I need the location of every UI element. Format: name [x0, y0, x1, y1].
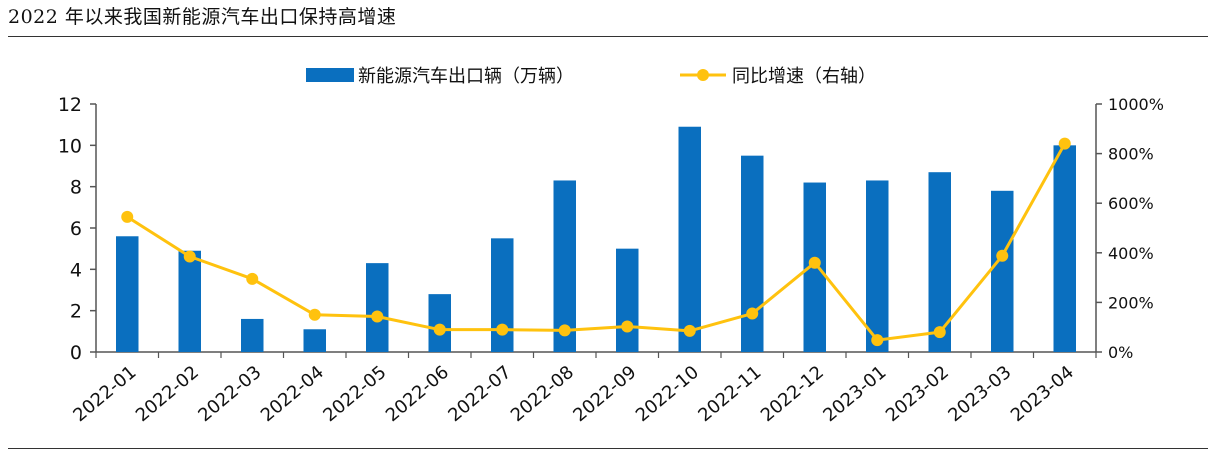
growth-point — [871, 334, 884, 347]
growth-line — [126, 142, 1067, 342]
x-tick-label: 2022-11 — [694, 362, 765, 426]
title-rule — [8, 36, 1208, 37]
growth-point — [371, 310, 384, 323]
legend-line-marker — [697, 69, 709, 81]
bar — [553, 180, 576, 352]
y-left-tick-label: 2 — [70, 301, 82, 323]
bar — [303, 329, 326, 352]
growth-point — [1058, 137, 1071, 150]
x-tick-label: 2022-05 — [319, 362, 390, 426]
x-tick-label: 2023-03 — [944, 362, 1015, 426]
growth-point — [683, 324, 696, 337]
y-left-tick-label: 0 — [70, 342, 82, 364]
x-tick-label: 2022-09 — [569, 362, 640, 426]
bar — [116, 236, 139, 352]
x-tick-label: 2022-04 — [257, 362, 328, 426]
bar — [1053, 145, 1076, 352]
bar — [928, 172, 951, 352]
y-left-tick-label: 4 — [70, 259, 82, 281]
growth-point — [933, 326, 946, 339]
bar — [178, 250, 201, 352]
bar — [866, 180, 889, 352]
growth-point — [746, 307, 759, 320]
bar — [991, 190, 1014, 352]
bar-series — [116, 126, 1076, 352]
x-tick-label: 2022-10 — [632, 362, 703, 426]
legend-line-label: 同比增速（右轴） — [732, 66, 876, 87]
growth-point — [433, 323, 446, 336]
growth-point — [808, 256, 821, 269]
legend-bar-swatch — [306, 68, 354, 82]
legend-bar-label: 新能源汽车出口辆（万辆） — [358, 66, 574, 87]
y-left-tick-label: 12 — [58, 94, 82, 116]
bottom-rule — [8, 448, 1208, 449]
x-tick-label: 2022-12 — [757, 362, 828, 426]
x-tick-label: 2023-02 — [882, 362, 953, 426]
y-right-tick-label: 600% — [1108, 194, 1154, 213]
bar — [616, 248, 639, 352]
bar — [366, 263, 389, 352]
x-tick-label: 2022-08 — [507, 362, 578, 426]
legend: 新能源汽车出口辆（万辆） 同比增速（右轴） — [306, 66, 876, 87]
bar — [428, 294, 451, 352]
x-tick-label: 2023-01 — [819, 362, 890, 426]
growth-point — [121, 210, 134, 223]
x-tick-label: 2023-04 — [1007, 362, 1078, 426]
x-tick-label: 2022-02 — [132, 362, 203, 426]
y-left-tick-label: 6 — [70, 218, 82, 240]
y-right-tick-label: 0% — [1108, 343, 1133, 362]
bar — [491, 238, 514, 352]
y-right-tick-label: 800% — [1108, 145, 1154, 164]
x-tick-label: 2022-03 — [194, 362, 265, 426]
growth-point — [558, 324, 571, 337]
bar — [678, 126, 701, 352]
growth-point — [496, 323, 509, 336]
x-tick-label: 2022-06 — [382, 362, 453, 426]
growth-point — [246, 272, 259, 285]
x-tick-label: 2022-01 — [69, 362, 140, 426]
line-series — [121, 137, 1071, 347]
y-right-tick-label: 400% — [1108, 244, 1154, 263]
y-left-tick-label: 8 — [70, 177, 82, 199]
figure-title: 2022 年以来我国新能源汽车出口保持高增速 — [8, 6, 397, 28]
bar — [241, 318, 264, 352]
growth-point — [308, 308, 321, 321]
y-right-tick-label: 1000% — [1108, 95, 1164, 114]
x-tick-labels: 2022-012022-022022-032022-042022-052022-… — [69, 362, 1078, 426]
x-tick-label: 2022-07 — [444, 362, 515, 426]
growth-point — [996, 249, 1009, 262]
y-right-tick-label: 200% — [1108, 293, 1154, 312]
bar — [741, 155, 764, 352]
growth-point — [621, 320, 634, 333]
y-left-tick-label: 10 — [58, 135, 82, 157]
growth-point — [183, 250, 196, 263]
